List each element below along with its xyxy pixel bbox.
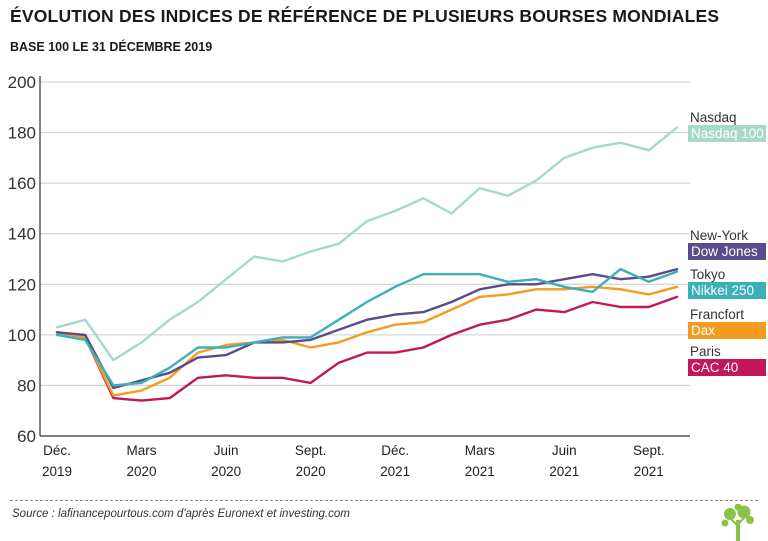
legend-box-nikkei bbox=[688, 282, 766, 299]
x-tick-label-mars-2021: Mars bbox=[465, 443, 495, 458]
legend-box-nasdaq bbox=[688, 125, 766, 142]
x-tick-year-21: 2021 bbox=[634, 464, 664, 479]
series-line-nikkei bbox=[55, 267, 679, 387]
legend-name-dax: Dax bbox=[691, 323, 715, 338]
x-tick-year-6: 2020 bbox=[211, 464, 241, 479]
legend-city-nikkei: Tokyo bbox=[690, 267, 725, 282]
legend-box-dax bbox=[688, 322, 766, 339]
legend-name-nikkei: Nikkei 250 bbox=[691, 283, 754, 298]
x-tick-year-0: 2019 bbox=[42, 464, 72, 479]
y-tick-label-80: 80 bbox=[17, 376, 36, 395]
series-line-cac bbox=[55, 295, 679, 402]
x-tick-year-12: 2021 bbox=[380, 464, 410, 479]
y-tick-label-200: 200 bbox=[8, 73, 36, 92]
x-tick-label-juin-2020: Juin bbox=[214, 443, 239, 458]
y-tick-label-180: 180 bbox=[8, 124, 36, 143]
x-tick-label-déc-2019: Déc. bbox=[43, 443, 71, 458]
y-tick-label-120: 120 bbox=[8, 275, 36, 294]
x-tick-label-sept-2021: Sept. bbox=[633, 443, 665, 458]
chart-subtitle: BASE 100 LE 31 DÉCEMBRE 2019 bbox=[10, 40, 213, 54]
x-tick-year-9: 2020 bbox=[296, 464, 326, 479]
x-tick-year-15: 2021 bbox=[465, 464, 495, 479]
series-line-dowjones bbox=[55, 267, 679, 390]
legend-box-cac bbox=[688, 359, 766, 376]
legend-name-dowjones: Dow Jones bbox=[691, 244, 758, 259]
y-tick-label-60: 60 bbox=[17, 427, 36, 446]
footer-divider bbox=[10, 500, 758, 501]
chart-title: ÉVOLUTION DES INDICES DE RÉFÉRENCE DE PL… bbox=[10, 6, 720, 26]
legend-name-cac: CAC 40 bbox=[691, 360, 738, 375]
legend-name-nasdaq: Nasdaq 100 bbox=[691, 126, 764, 141]
x-tick-label-mars-2020: Mars bbox=[127, 443, 157, 458]
legend-box-dowjones bbox=[688, 243, 766, 260]
legend-city-dowjones: New-York bbox=[690, 228, 748, 243]
x-tick-label-sept-2020: Sept. bbox=[295, 443, 327, 458]
x-tick-year-18: 2021 bbox=[549, 464, 579, 479]
legend-city-cac: Paris bbox=[690, 344, 721, 359]
legend-city-nasdaq: Nasdaq bbox=[690, 110, 737, 125]
source-note: Source : lafinancepourtous.com d'après E… bbox=[12, 508, 350, 520]
y-tick-label-140: 140 bbox=[8, 225, 36, 244]
series-line-nasdaq bbox=[55, 126, 679, 362]
y-tick-label-160: 160 bbox=[8, 174, 36, 193]
x-tick-label-juin-2021: Juin bbox=[552, 443, 577, 458]
x-tick-label-déc-2021: Déc. bbox=[381, 443, 409, 458]
y-tick-label-100: 100 bbox=[8, 326, 36, 345]
tree-logo-icon bbox=[721, 504, 754, 541]
legend-city-dax: Francfort bbox=[690, 307, 744, 322]
x-tick-year-3: 2020 bbox=[127, 464, 157, 479]
